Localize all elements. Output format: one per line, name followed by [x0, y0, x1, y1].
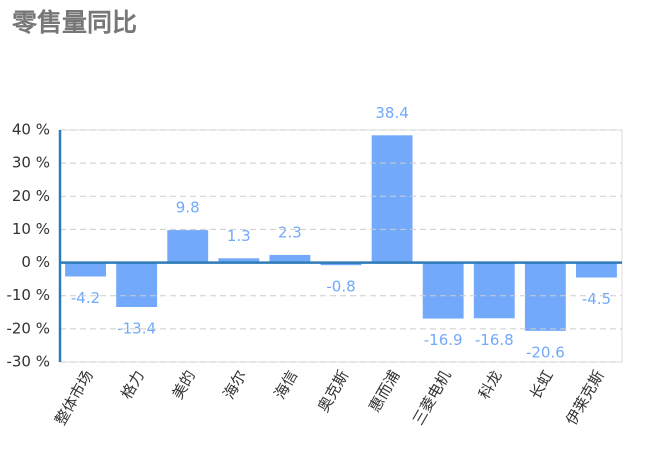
bar: [524, 262, 566, 331]
x-tick-label: 三菱电机: [409, 367, 455, 428]
value-label: 2.3: [278, 223, 302, 241]
x-tick-label: 格力: [117, 367, 148, 402]
value-label: 38.4: [375, 104, 408, 122]
x-tick-label: 科龙: [475, 367, 506, 402]
bar: [371, 135, 413, 263]
value-label: -4.5: [582, 290, 611, 308]
y-tick-label: -20 %: [6, 319, 50, 337]
value-label: -0.8: [326, 278, 355, 296]
x-tick-label: 美的: [168, 367, 199, 402]
bar: [116, 262, 158, 307]
value-label: -20.6: [526, 343, 565, 361]
chart-title: 零售量同比: [11, 8, 137, 37]
y-tick-label: 10 %: [12, 220, 50, 238]
x-tick-label: 奥克斯: [314, 367, 352, 415]
value-label: -16.8: [475, 331, 514, 349]
y-tick-label: -10 %: [6, 286, 50, 304]
x-tick-label: 长虹: [526, 367, 557, 402]
x-tick-label: 海尔: [220, 367, 251, 402]
value-label: -16.9: [424, 331, 463, 349]
bar: [576, 262, 617, 278]
x-tick-label: 惠而浦: [365, 367, 403, 415]
bar: [167, 230, 209, 263]
y-tick-label: -30 %: [6, 353, 50, 371]
bar: [269, 254, 311, 263]
x-tick-label: 整体市场: [51, 367, 97, 428]
value-label: -13.4: [117, 319, 156, 337]
bar: [65, 262, 106, 277]
y-tick-label: 30 %: [12, 154, 50, 172]
bar: [422, 262, 464, 319]
y-tick-label: 0 %: [21, 253, 50, 271]
x-tick-label: 伊莱克斯: [562, 367, 608, 428]
value-label: 9.8: [176, 199, 200, 217]
y-tick-label: 40 %: [12, 121, 50, 139]
value-label: 1.3: [227, 227, 251, 245]
bar: [218, 258, 260, 263]
y-tick-label: 20 %: [12, 187, 50, 205]
value-label: -4.2: [71, 289, 100, 307]
x-tick-label: 海信: [271, 367, 302, 402]
bar: [320, 262, 362, 266]
bar: [473, 262, 515, 319]
